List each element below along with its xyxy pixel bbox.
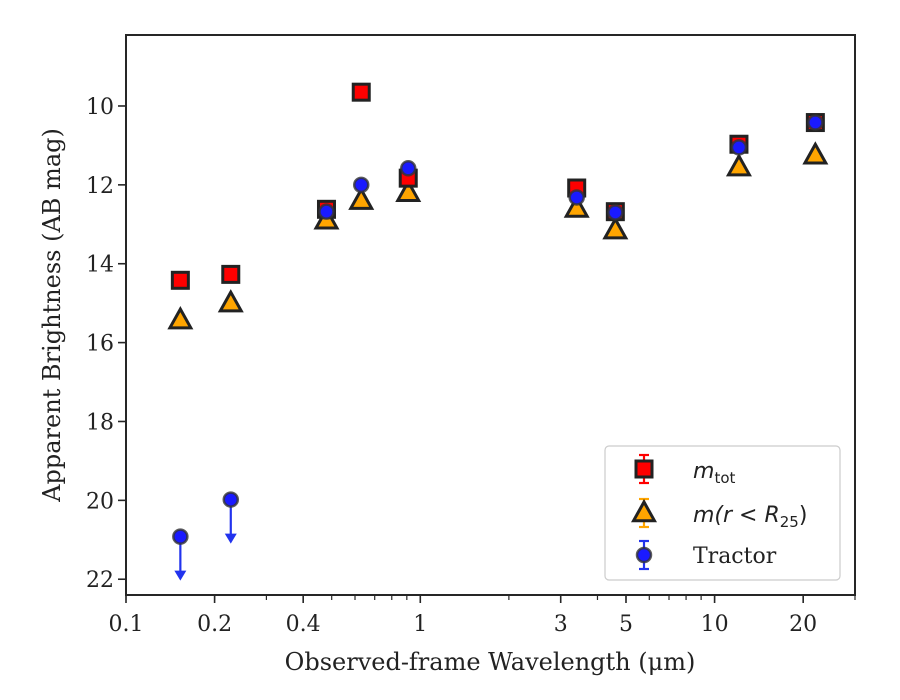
data-point-circle — [352, 176, 370, 194]
data-point-triangle — [395, 178, 422, 202]
legend: mtot m(r < R25) Tractor — [604, 445, 841, 581]
legend-box — [604, 445, 841, 581]
legend-marker-triangle — [630, 498, 658, 523]
data-point-circle — [318, 203, 335, 220]
data-point-triangle — [348, 186, 375, 210]
x-axis-ticks: 0.1 0.2 0.4 1 3 5 10 20 — [109, 595, 817, 637]
y-tick-label: 20 — [86, 489, 114, 514]
x-tick-label: 0.2 — [197, 612, 232, 637]
legend-mr25-sub: 25 — [780, 513, 799, 531]
data-point-circle — [399, 160, 417, 177]
legend-entry-mr25: m(r < R25) — [693, 503, 807, 531]
upper-limit-arrow — [224, 533, 237, 544]
data-point-triangle — [602, 216, 629, 240]
data-point-circle — [222, 491, 240, 508]
y-tick-label: 10 — [86, 95, 114, 120]
legend-entry-mtot: mtot — [693, 459, 735, 487]
y-tick-label: 18 — [86, 410, 114, 435]
data-point-square — [351, 82, 371, 102]
data-points — [167, 82, 829, 581]
upper-limit-arrow — [174, 570, 187, 581]
legend-mr25-pre: m(r < R — [693, 503, 780, 528]
data-point-triangle — [217, 289, 244, 313]
x-tick-label: 20 — [789, 612, 817, 637]
x-axis-title: Observed-frame Wavelength (μm) — [285, 648, 696, 676]
data-point-circle — [807, 114, 824, 131]
data-point-triangle — [725, 153, 752, 177]
legend-mr25-post: ) — [799, 503, 808, 528]
legend-marker-square — [634, 459, 654, 479]
legend-entry-tractor: Tractor — [693, 544, 777, 569]
x-tick-label: 10 — [701, 612, 729, 637]
x-tick-label: 0.4 — [286, 612, 321, 637]
data-point-triangle — [563, 194, 590, 218]
legend-mtot-base: m — [693, 459, 714, 484]
y-tick-label: 22 — [86, 568, 114, 593]
data-point-square — [170, 270, 190, 290]
data-point-circle — [607, 204, 624, 221]
x-tick-label: 1 — [413, 612, 427, 637]
data-point-circle — [172, 528, 189, 545]
x-tick-label: 5 — [619, 612, 633, 637]
data-point-triangle — [167, 306, 194, 330]
y-tick-label: 16 — [86, 332, 114, 357]
data-point-circle — [568, 189, 585, 206]
x-tick-label: 3 — [554, 612, 568, 637]
y-axis-ticks: 10 12 14 16 18 20 22 — [86, 95, 126, 593]
y-axis-title: Apparent Brightness (AB mag) — [38, 128, 66, 503]
plot-frame — [125, 34, 856, 596]
y-tick-label: 12 — [86, 174, 114, 199]
data-point-circle — [730, 139, 748, 156]
legend-marker-circle — [635, 546, 653, 564]
y-tick-label: 14 — [86, 253, 114, 278]
legend-markers — [630, 453, 658, 571]
data-point-triangle — [802, 141, 829, 165]
x-tick-label: 0.1 — [109, 612, 144, 637]
legend-mtot-sub: tot — [714, 469, 735, 487]
data-point-square — [221, 264, 241, 284]
